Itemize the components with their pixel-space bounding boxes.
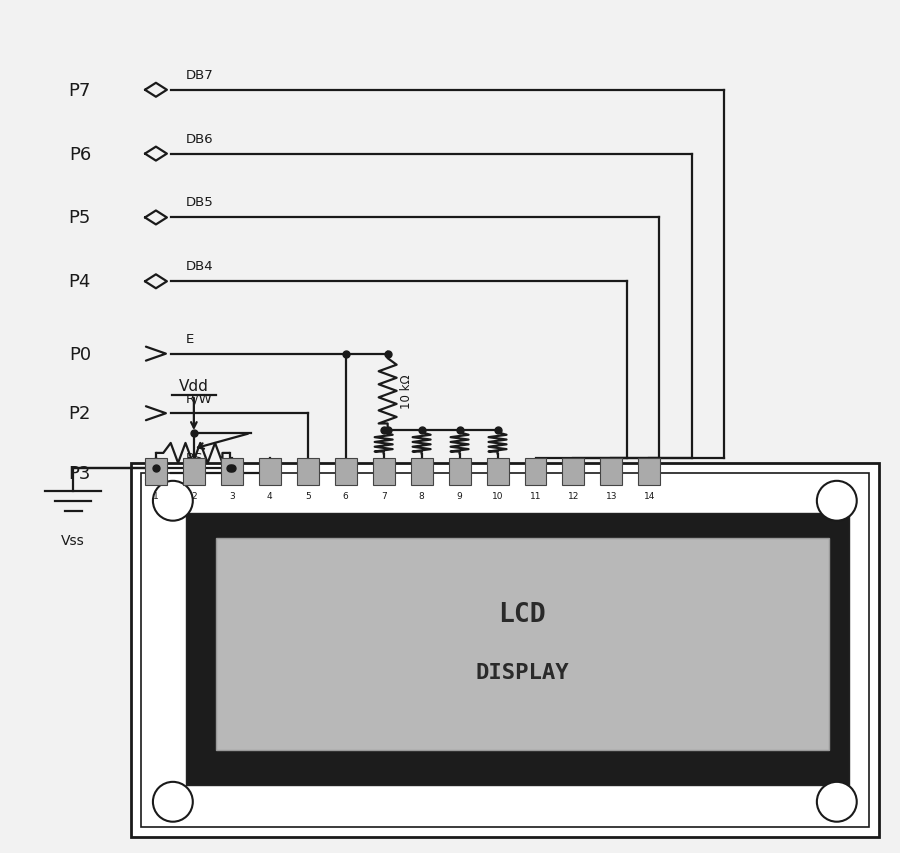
Bar [448,458,471,485]
Text: 2: 2 [191,491,197,500]
Circle shape [153,782,193,821]
Bar [185,514,849,785]
Bar [220,458,243,485]
Bar [335,458,356,485]
Text: DISPLAY: DISPLAY [475,662,569,682]
Text: P2: P2 [68,405,91,423]
Text: P4: P4 [68,273,91,291]
Bar [600,458,623,485]
Text: 11: 11 [530,491,541,500]
Text: 13: 13 [606,491,617,500]
Text: 5: 5 [305,491,310,500]
Text: P5: P5 [68,209,91,227]
Bar [183,458,205,485]
Bar [259,458,281,485]
Text: P7: P7 [68,82,91,100]
Text: DB4: DB4 [185,260,213,273]
Text: 10 kΩ: 10 kΩ [400,374,412,409]
Text: 14: 14 [644,491,655,500]
Text: 10: 10 [491,491,503,500]
Text: P6: P6 [69,146,91,164]
Text: LCD: LCD [499,601,546,627]
Text: P0: P0 [69,345,91,363]
Text: 8: 8 [418,491,425,500]
Text: DB6: DB6 [185,132,213,146]
Text: 9: 9 [456,491,463,500]
Text: 12: 12 [568,491,580,500]
Bar [297,458,319,485]
Text: Vdd: Vdd [179,379,209,393]
Text: 3: 3 [229,491,235,500]
Bar [410,458,433,485]
Text: 6: 6 [343,491,348,500]
Circle shape [817,782,857,821]
Text: R/W: R/W [185,392,212,405]
Text: E: E [185,333,194,345]
Bar [216,538,829,750]
Text: RS: RS [185,451,203,464]
Bar [487,458,508,485]
Circle shape [153,481,193,521]
Text: 4: 4 [267,491,273,500]
Bar [145,458,166,485]
Bar [373,458,394,485]
Text: DB5: DB5 [185,196,213,209]
Text: 7: 7 [381,491,386,500]
Circle shape [817,481,857,521]
Text: 1: 1 [153,491,158,500]
Text: Vss: Vss [61,533,85,547]
Bar [638,458,661,485]
Bar [141,473,868,827]
Bar [525,458,546,485]
Bar [562,458,584,485]
Bar [131,463,878,837]
Text: DB7: DB7 [185,69,213,82]
Text: P3: P3 [68,464,91,482]
